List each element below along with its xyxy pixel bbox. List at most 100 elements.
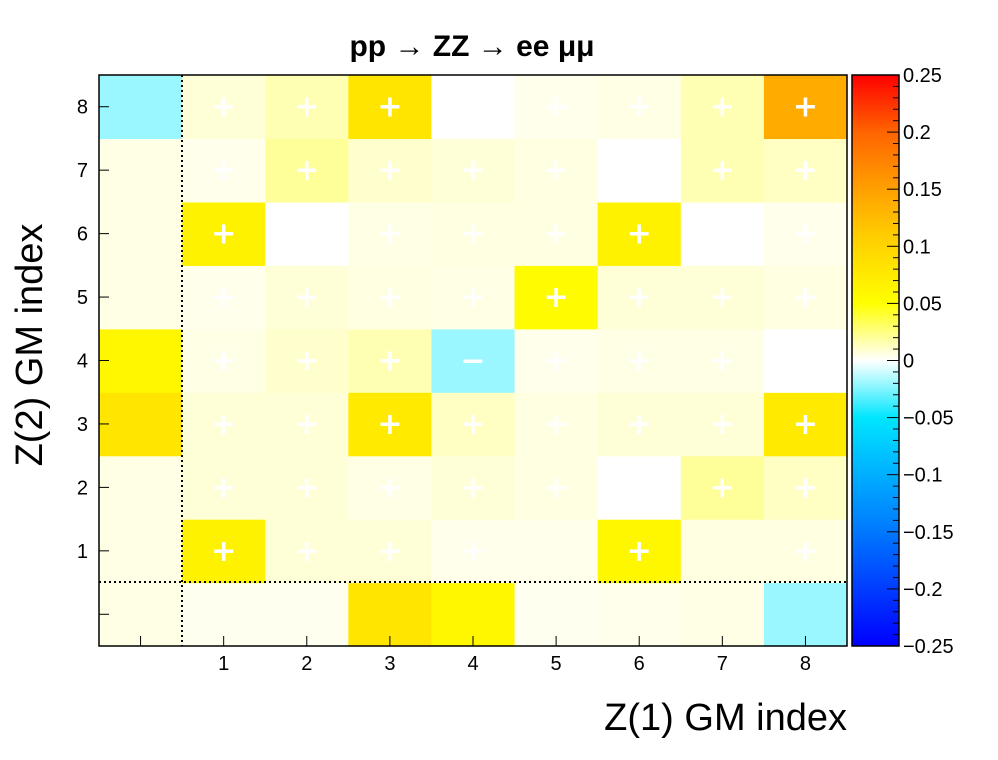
cell-sign-x8-y2: + <box>793 470 818 505</box>
cell-sign-x7-y7: + <box>710 153 735 188</box>
heatmap-cell-x5-y5 <box>514 265 599 330</box>
heatmap-cell-x4-y3 <box>431 392 516 457</box>
x-axis-ticks: 1 2 3 4 5 6 7 8 <box>140 636 811 675</box>
heatmap-cell-x8-y3 <box>763 392 848 457</box>
heatmap-cell-x5-y7 <box>514 138 599 203</box>
cell-sign-x7-y2: + <box>710 470 735 505</box>
heatmap-cell-x7-y2 <box>680 455 765 520</box>
heatmap-cell-x8-y7 <box>763 138 848 203</box>
cell-sign-x2-y1: + <box>294 534 319 569</box>
heatmap-cell-x4-y5 <box>431 265 516 330</box>
cell-sign-x3-y2: + <box>377 470 402 505</box>
cell-sign-x8-y5: + <box>793 280 818 315</box>
heatmap-cell-x3-y1 <box>348 519 433 584</box>
heatmap-cell-x0-y0 <box>99 582 183 647</box>
heatmap-cell-x6-y8 <box>597 75 682 140</box>
cell-sign-x1-y7: + <box>211 153 236 188</box>
heatmap-cell-x3-y7 <box>348 138 433 203</box>
cell-sign-x5-y6: + <box>544 217 569 252</box>
heatmap-cell-x0-y6 <box>99 201 183 266</box>
heatmap-cells <box>99 75 848 647</box>
heatmap-cell-x6-y4 <box>597 328 682 393</box>
heatmap-cell-x8-y0 <box>763 582 848 647</box>
heatmap-cell-x2-y8 <box>265 75 349 140</box>
cell-sign-labels: + + + + + + + + + + + + + + + + + + + + + + + + − + + + + + + + + + + + + + + +… <box>211 90 818 569</box>
y-tick-label: 5 <box>77 287 88 309</box>
cell-sign-x6-y5: + <box>627 280 652 315</box>
heatmap-cell-x3-y5 <box>348 265 433 330</box>
x-tick-label: 4 <box>467 653 478 675</box>
heatmap-cell-x2-y2 <box>265 455 349 520</box>
cell-sign-x1-y8: + <box>211 90 236 125</box>
cell-sign-x2-y5: + <box>294 280 319 315</box>
cell-sign-x7-y8: + <box>710 90 735 125</box>
heatmap-cell-x3-y6 <box>348 201 433 266</box>
cell-sign-x4-y3: + <box>460 407 485 442</box>
x-tick-label: 7 <box>717 653 728 675</box>
x-tick-label: 3 <box>384 653 395 675</box>
y-tick-label: 6 <box>77 224 88 246</box>
heatmap-cell-x6-y7 <box>597 138 682 203</box>
heatmap-cell-x0-y8 <box>99 75 183 140</box>
colorbar-tick-label: −0.1 <box>903 465 942 487</box>
heatmap-cell-x0-y4 <box>99 328 183 393</box>
cell-sign-x5-y2: + <box>544 470 569 505</box>
cell-sign-x4-y4: − <box>460 344 485 379</box>
heatmap-cell-x2-y4 <box>265 328 349 393</box>
heatmap-cell-x6-y6 <box>597 201 682 266</box>
y-axis-ticks: 1 2 3 4 5 6 7 8 <box>77 97 109 615</box>
cell-sign-x4-y6: + <box>460 217 485 252</box>
heatmap-cell-x6-y1 <box>597 519 682 584</box>
cell-sign-x8-y7: + <box>793 153 818 188</box>
colorbar-tick-label: 0.15 <box>903 179 942 201</box>
heatmap-cell-x2-y1 <box>265 519 349 584</box>
cell-sign-x4-y7: + <box>460 153 485 188</box>
heatmap-cell-x6-y2 <box>597 455 682 520</box>
cell-sign-x5-y4: + <box>544 344 569 379</box>
heatmap-cell-x0-y3 <box>99 392 183 457</box>
heatmap-cell-x6-y0 <box>597 582 682 647</box>
heatmap-cell-x4-y1 <box>431 519 516 584</box>
heatmap-cell-x8-y6 <box>763 201 848 266</box>
heatmap-cell-x8-y5 <box>763 265 848 330</box>
heatmap-cell-x7-y6 <box>680 201 765 266</box>
heatmap-cell-x8-y8 <box>763 75 848 140</box>
heatmap-cell-x4-y0 <box>431 582 516 647</box>
heatmap-cell-x1-y0 <box>182 582 266 647</box>
heatmap-cell-x4-y2 <box>431 455 516 520</box>
colorbar-tick-label: 0 <box>903 351 914 373</box>
heatmap-cell-x2-y0 <box>265 582 349 647</box>
heatmap-cell-x5-y4 <box>514 328 599 393</box>
heatmap-cell-x3-y4 <box>348 328 433 393</box>
heatmap-cell-x6-y3 <box>597 392 682 457</box>
y-tick-label: 3 <box>77 414 88 436</box>
heatmap-cell-x0-y5 <box>99 265 183 330</box>
cell-sign-x5-y5: + <box>544 280 569 315</box>
heatmap-cell-x7-y4 <box>680 328 765 393</box>
heatmap-cell-x0-y2 <box>99 455 183 520</box>
y-tick-label: 8 <box>77 97 88 119</box>
heatmap-cell-x3-y0 <box>348 582 433 647</box>
cell-sign-x1-y1: + <box>211 534 236 569</box>
cell-sign-x4-y1: + <box>460 534 485 569</box>
heatmap-cell-x4-y4 <box>431 328 516 393</box>
colorbar-tick-label: −0.25 <box>903 636 954 658</box>
heatmap-cell-x7-y7 <box>680 138 765 203</box>
x-axis-label: Z(1) GM index <box>604 697 847 739</box>
heatmap-cell-x5-y6 <box>514 201 599 266</box>
colorbar-tick-label: 0.25 <box>903 65 942 87</box>
cell-sign-x5-y8: + <box>544 90 569 125</box>
cell-sign-x6-y6: + <box>627 217 652 252</box>
colorbar-tick-label: 0.1 <box>903 236 931 258</box>
cell-sign-x1-y4: + <box>211 344 236 379</box>
heatmap-cell-x0-y1 <box>99 519 183 584</box>
y-axis-label: Z(2) GM index <box>9 224 51 467</box>
y-tick-label: 7 <box>77 160 88 182</box>
heatmap-cell-x1-y8 <box>182 75 266 140</box>
x-tick-label: 5 <box>551 653 562 675</box>
cell-sign-x3-y1: + <box>377 534 402 569</box>
heatmap-cell-x2-y3 <box>265 392 349 457</box>
cell-sign-x1-y6: + <box>211 217 236 252</box>
cell-sign-x6-y3: + <box>627 407 652 442</box>
